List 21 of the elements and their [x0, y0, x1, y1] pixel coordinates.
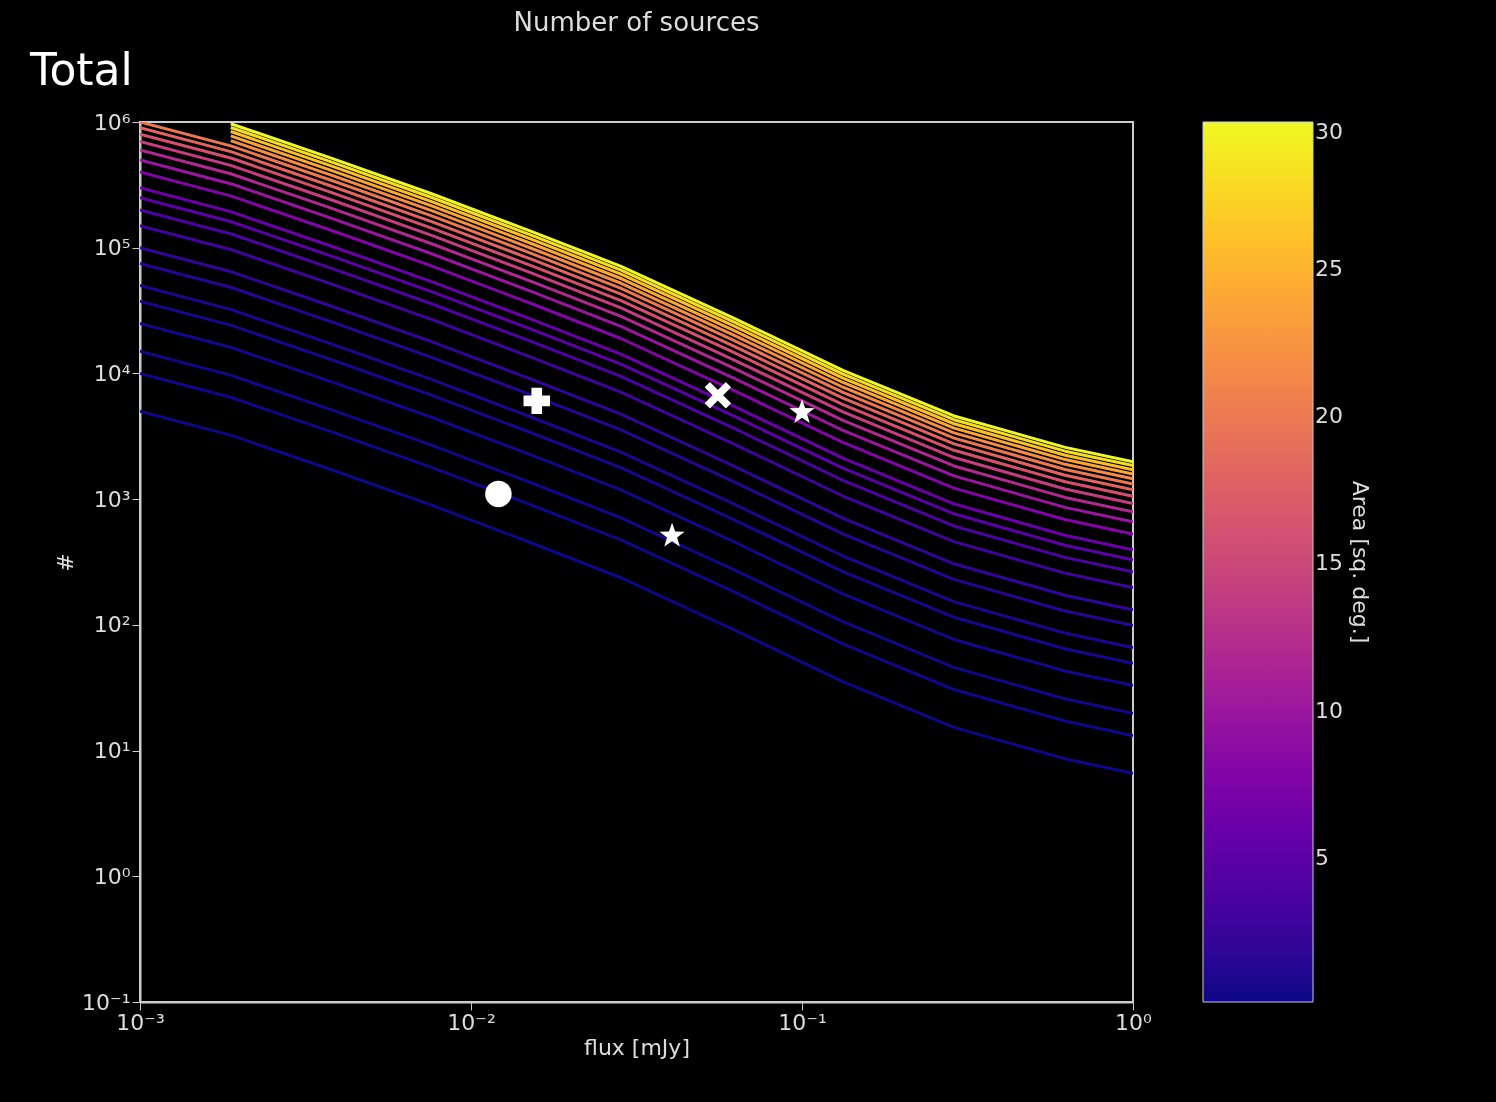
y-tick-label: 10³: [93, 486, 131, 512]
color-bar-label: 20: [1315, 403, 1343, 429]
color-bar-label: 10: [1315, 697, 1343, 723]
color-bar-label: 5: [1315, 844, 1329, 870]
y-tick-label: 10¹: [93, 738, 131, 764]
color-bar-label: 25: [1315, 256, 1343, 282]
y-axis-title: #: [53, 553, 79, 572]
x-tick-label: 10⁻¹: [778, 1009, 827, 1035]
y-tick-label: 10⁴: [93, 360, 131, 386]
x-tick-label: 10⁻²: [447, 1009, 496, 1035]
chart-title: Number of sources: [513, 7, 760, 37]
y-tick-label: 10²: [93, 612, 131, 638]
color-bar-label: 15: [1315, 550, 1343, 576]
color-bar-label: 30: [1315, 119, 1343, 144]
y-tick-label: 10⁶: [93, 109, 131, 135]
y-tick-label: 10⁵: [93, 235, 131, 261]
color-bar-title: Area [sq. deg.]: [1348, 480, 1373, 644]
text: Total: [29, 44, 133, 95]
x-tick-label: 10⁰: [1115, 1009, 1153, 1035]
y-tick-label: 10⁰: [93, 863, 131, 889]
x-axis-title: flux [mJy]: [584, 1034, 690, 1060]
